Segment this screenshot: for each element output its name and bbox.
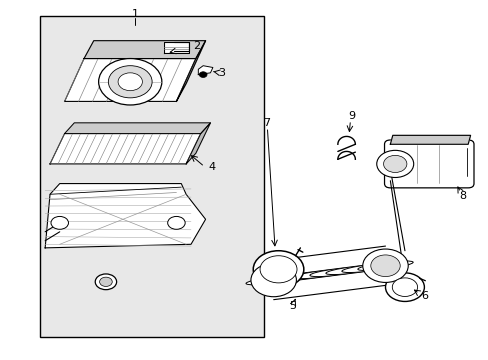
Polygon shape <box>50 134 201 164</box>
Polygon shape <box>64 123 210 134</box>
Ellipse shape <box>341 263 396 273</box>
Circle shape <box>95 274 116 290</box>
Text: 8: 8 <box>458 191 465 201</box>
Ellipse shape <box>277 271 333 281</box>
FancyBboxPatch shape <box>384 140 473 188</box>
Polygon shape <box>84 41 205 59</box>
Text: 5: 5 <box>289 301 296 311</box>
Text: 9: 9 <box>347 111 354 121</box>
Ellipse shape <box>293 269 348 279</box>
Ellipse shape <box>262 273 317 283</box>
Circle shape <box>376 150 413 177</box>
Circle shape <box>250 263 296 297</box>
Polygon shape <box>164 42 188 53</box>
Circle shape <box>99 59 162 105</box>
Polygon shape <box>45 184 205 248</box>
Circle shape <box>253 251 303 288</box>
Circle shape <box>108 66 152 98</box>
Text: 3: 3 <box>217 68 224 78</box>
Polygon shape <box>176 41 205 102</box>
Circle shape <box>385 273 424 301</box>
Bar <box>40 16 264 337</box>
Circle shape <box>51 216 68 229</box>
Circle shape <box>118 73 142 91</box>
Circle shape <box>100 277 112 287</box>
Polygon shape <box>186 123 210 164</box>
Polygon shape <box>198 66 212 75</box>
Circle shape <box>370 255 399 276</box>
Circle shape <box>260 256 296 283</box>
Circle shape <box>362 249 407 283</box>
Ellipse shape <box>357 261 412 270</box>
Text: 4: 4 <box>207 162 215 172</box>
Text: 7: 7 <box>262 118 269 128</box>
Ellipse shape <box>309 267 365 276</box>
Circle shape <box>383 156 406 172</box>
Ellipse shape <box>245 275 301 285</box>
Text: 2: 2 <box>193 41 200 51</box>
Text: 1: 1 <box>131 9 138 19</box>
Ellipse shape <box>325 265 381 275</box>
Circle shape <box>391 278 417 296</box>
Polygon shape <box>64 59 196 102</box>
Text: 6: 6 <box>420 291 427 301</box>
Circle shape <box>167 216 185 229</box>
Polygon shape <box>389 135 469 144</box>
Circle shape <box>199 72 206 77</box>
